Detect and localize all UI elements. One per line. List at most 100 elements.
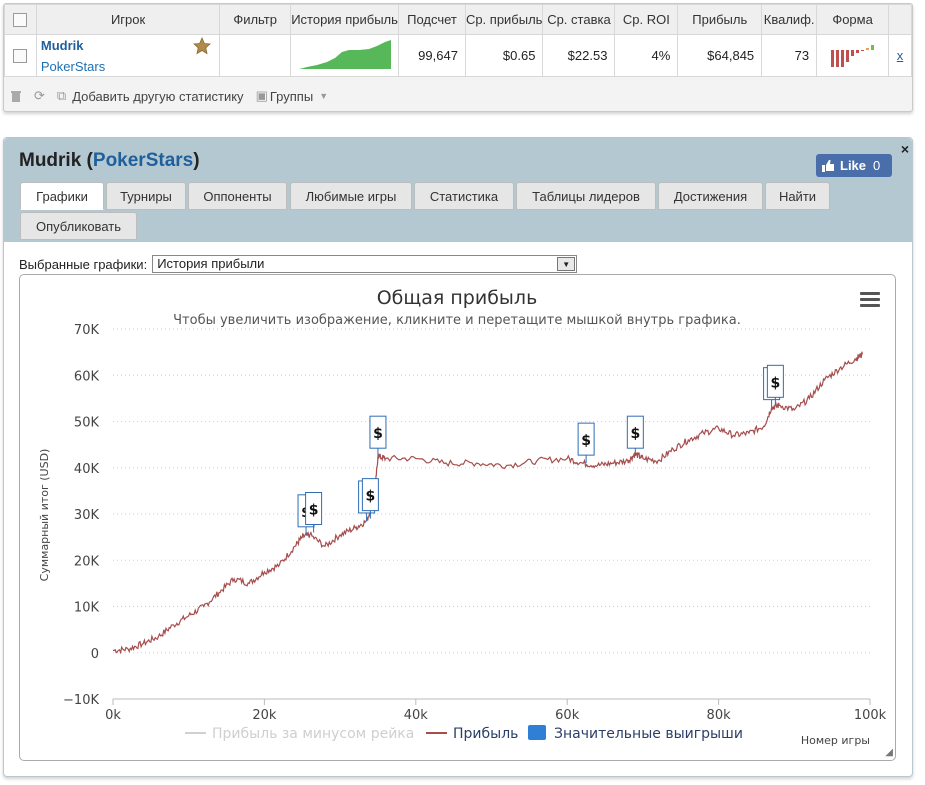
panel-title: Mudrik (PokerStars) xyxy=(19,150,200,172)
y-tick-label: 10K xyxy=(74,601,100,616)
col-avg-profit[interactable]: Ср. прибыль xyxy=(464,4,544,35)
thumbs-up-icon xyxy=(822,160,834,172)
tab-leaderboards[interactable]: Таблицы лидеров xyxy=(516,182,656,210)
avg-stake-cell: $22.53 xyxy=(542,34,616,77)
series-line-profit xyxy=(113,351,863,655)
col-qualif[interactable]: Квалиф. xyxy=(761,4,818,35)
legend-item-net[interactable]: Прибыль за минусом рейка xyxy=(212,726,414,742)
profit-sparkline-cell[interactable] xyxy=(290,34,400,77)
form-cell xyxy=(816,34,890,77)
refresh-icon[interactable]: ⟳ xyxy=(34,88,45,103)
resize-grip-icon[interactable]: ◢ xyxy=(885,747,893,758)
tab-tournaments[interactable]: Турниры xyxy=(106,182,186,210)
title-site-link[interactable]: PokerStars xyxy=(92,150,194,171)
tab-charts[interactable]: Графики xyxy=(20,182,104,210)
stats-header-row: Игрок Фильтр История прибыль Подсчет Ср.… xyxy=(4,4,912,35)
big-win-flag-label: $ xyxy=(581,433,591,449)
chart-container[interactable]: −10K 0 10K 20K 30K 40K 50K 60K 70K 0k 20k 40k 60k 80k… xyxy=(19,274,896,761)
x-axis-label: Номер игры xyxy=(801,734,870,747)
select-all-cell[interactable] xyxy=(4,4,37,35)
row-checkbox[interactable] xyxy=(13,49,28,64)
title-player: Mudrik xyxy=(19,150,82,171)
big-win-flag[interactable]: $ xyxy=(577,422,595,464)
row-select-cell[interactable] xyxy=(4,34,37,77)
big-win-flag-label: $ xyxy=(309,503,319,519)
profit-cell: $64,845 xyxy=(677,34,763,77)
legend-item-profit[interactable]: Прибыль xyxy=(453,726,518,742)
y-tick-label: 60K xyxy=(74,369,100,384)
col-form[interactable]: Форма xyxy=(816,4,890,35)
col-avg-stake[interactable]: Ср. ставка xyxy=(542,4,616,35)
caret-down-icon[interactable]: ▼ xyxy=(319,91,329,101)
add-icon: ⧉ xyxy=(56,88,67,103)
chart-selector[interactable]: История прибыли ▼ xyxy=(152,255,578,273)
remove-link[interactable]: x xyxy=(888,34,912,77)
chart-selector-label: Выбранные графики: xyxy=(19,256,148,272)
stats-panel: Игрок Фильтр История прибыль Подсчет Ср.… xyxy=(3,3,913,112)
player-panel: Mudrik (PokerStars) Like 0 × Графики Тур… xyxy=(3,137,913,777)
player-site-link[interactable]: PokerStars xyxy=(40,58,106,74)
big-win-flag[interactable]: $ xyxy=(766,364,784,406)
y-tick-label: 40K xyxy=(74,462,100,477)
close-icon[interactable]: × xyxy=(900,141,909,157)
y-axis-label: Суммарный итог (USD) xyxy=(38,449,51,582)
tab-opponents[interactable]: Оппоненты xyxy=(188,182,287,210)
big-win-flag-box xyxy=(305,492,323,525)
count-cell: 99,647 xyxy=(398,34,466,77)
add-stat-button[interactable]: Добавить другую статистику xyxy=(72,88,244,104)
tab-achievements[interactable]: Достижения xyxy=(658,182,763,210)
select-all-checkbox[interactable] xyxy=(13,13,28,28)
like-button[interactable]: Like 0 xyxy=(816,154,892,177)
avg-profit-cell: $0.65 xyxy=(464,34,544,77)
y-tick-label: −10K xyxy=(63,693,99,708)
like-label: Like xyxy=(840,158,867,173)
trash-icon[interactable] xyxy=(10,90,22,103)
toolbar: ⟳ ⧉ Добавить другую статистику ▣ Группы … xyxy=(10,88,328,104)
col-avg-roi[interactable]: Ср. ROI xyxy=(614,4,679,35)
menu-icon[interactable] xyxy=(860,292,880,307)
big-win-flag-label: $ xyxy=(630,426,640,442)
profit-sparkline[interactable] xyxy=(297,38,393,70)
big-win-flag[interactable]: $ xyxy=(361,478,379,519)
star-badge-icon xyxy=(193,37,212,55)
x-tick-label: 0k xyxy=(105,708,121,723)
tab-publish[interactable]: Опубликовать xyxy=(20,212,137,240)
big-win-flag[interactable]: $ xyxy=(626,415,644,457)
big-win-flag[interactable]: $ xyxy=(305,492,323,533)
panel-header: Mudrik (PokerStars) Like 0 × Графики Тур… xyxy=(4,138,912,242)
groups-icon: ▣ xyxy=(255,88,268,103)
chevron-down-icon[interactable]: ▼ xyxy=(557,257,576,271)
groups-button[interactable]: Группы xyxy=(269,88,314,104)
col-count[interactable]: Подсчет xyxy=(398,4,466,35)
table-row: Mudrik PokerStars 99,647 $0.65 $22.53 4%… xyxy=(4,34,912,77)
legend-swatch-big-wins xyxy=(528,725,546,740)
big-win-flag-label: $ xyxy=(771,375,781,391)
big-win-flag-label: $ xyxy=(373,426,383,442)
chart-subtitle: Чтобы увеличить изображение, кликните и … xyxy=(173,313,741,328)
big-win-flag[interactable]: $ xyxy=(369,415,387,457)
x-tick-label: 20k xyxy=(252,708,277,723)
tab-favorite-games[interactable]: Любимые игры xyxy=(290,182,412,210)
tab-statistics[interactable]: Статистика xyxy=(414,182,514,210)
stats-table: Игрок Фильтр История прибыль Подсчет Ср.… xyxy=(4,4,912,77)
col-profit-history[interactable]: История прибыль xyxy=(290,4,400,35)
big-win-flag-box xyxy=(766,364,784,398)
y-tick-label: 70K xyxy=(74,323,100,338)
col-player[interactable]: Игрок xyxy=(35,4,221,35)
profit-chart[interactable]: −10K 0 10K 20K 30K 40K 50K 60K 70K 0k 20k 40k 60k 80k… xyxy=(20,275,895,760)
col-filter[interactable]: Фильтр xyxy=(219,4,292,35)
big-win-flag-box xyxy=(577,422,595,456)
col-profit[interactable]: Прибыль xyxy=(677,4,763,35)
player-name-link[interactable]: Mudrik xyxy=(40,37,84,53)
big-win-flag-box xyxy=(369,415,387,449)
y-tick-label: 50K xyxy=(74,416,100,431)
title-close: ) xyxy=(193,150,200,171)
x-tick-label: 80k xyxy=(707,708,732,723)
avg-roi-cell: 4% xyxy=(614,34,679,77)
filter-cell xyxy=(219,34,292,77)
legend-item-big-wins[interactable]: Значительные выигрыши xyxy=(554,726,743,742)
big-win-flag-box xyxy=(626,415,644,449)
tab-find[interactable]: Найти xyxy=(765,182,830,210)
y-tick-label: 20K xyxy=(74,554,100,569)
form-bars xyxy=(830,45,874,67)
